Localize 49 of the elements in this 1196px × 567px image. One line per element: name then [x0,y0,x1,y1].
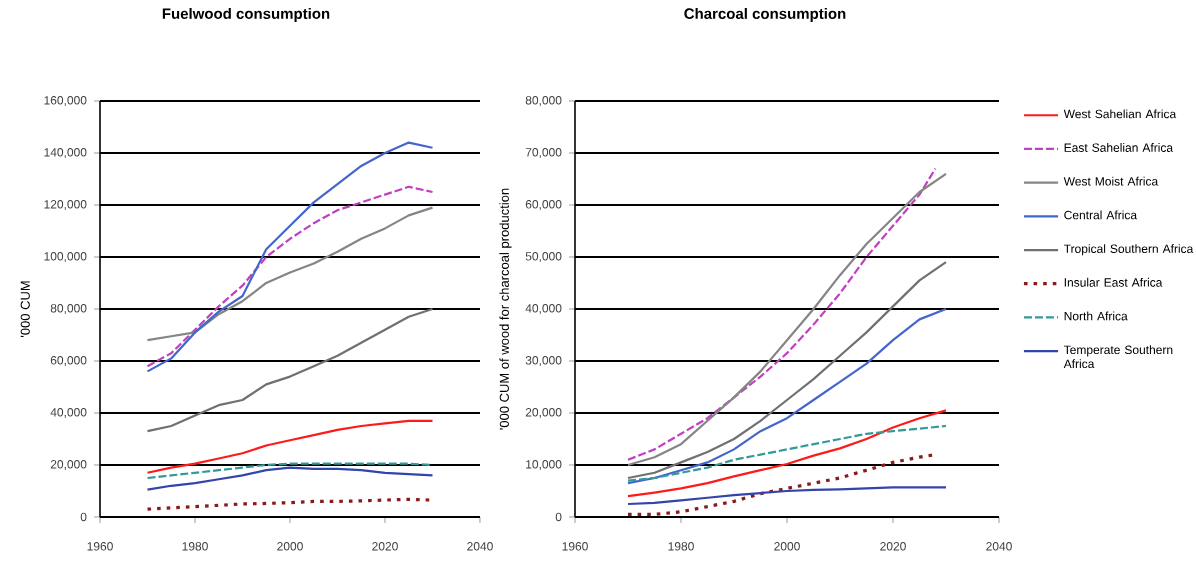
y-tick-label: 0 [555,512,562,522]
y-tick-label: 70,000 [525,148,562,158]
line-series [626,261,948,480]
x-tick-label: 2040 [986,542,1012,551]
y-tick-label: 0 [80,512,87,522]
x-tick-label: 2000 [774,542,800,551]
x-tick-label: 1960 [87,542,113,551]
legend-label: North Africa [1064,311,1128,321]
line-series [146,466,434,491]
line-series [146,419,434,474]
x-tick-label: 1980 [668,542,694,551]
legend-label: West Sahelian Africa [1063,109,1177,119]
x-tick-label: 1960 [562,542,588,551]
x-tick-label: 2040 [467,542,493,551]
y-tick-label: 20,000 [50,460,87,470]
y-axis-title: '000 CUM [20,281,30,338]
line-series [146,141,434,373]
y-tick-label: 80,000 [525,96,562,106]
legend-label: West Moist Africa [1063,176,1159,186]
y-axis-title: '000 CUM of wood for charcoal production [499,188,512,430]
x-tick-label: 2020 [372,542,398,551]
y-tick-label: 40,000 [525,304,562,314]
line-series [146,307,434,433]
y-tick-label: 160,000 [44,96,87,106]
x-tick-label: 2020 [880,542,906,551]
chart-title: Fuelwood consumption [162,7,330,22]
y-tick-label: 10,000 [526,460,562,470]
y-tick-label: 20,000 [525,408,562,418]
legend-label: Temperate Southern Africa [1063,345,1173,369]
legend-label: East Sahelian Africa [1064,143,1174,152]
y-tick-label: 60,000 [525,200,562,210]
y-tick-label: 100,000 [44,252,87,262]
line-series [146,185,434,368]
line-series [626,307,948,485]
y-tick-label: 60,000 [50,356,87,366]
y-tick-label: 30,000 [525,356,562,366]
line-series [146,206,434,342]
y-tick-label: 50,000 [525,252,562,262]
line-series [626,409,948,498]
x-tick-label: 1980 [182,542,208,551]
legend-label: Insular East Africa [1064,277,1163,287]
legend-label: Tropical Southern Africa [1063,244,1194,256]
y-tick-label: 120,000 [44,200,87,210]
legend-label: Central Africa [1064,210,1138,220]
y-tick-label: 140,000 [44,148,87,158]
y-tick-label: 80,000 [50,304,87,314]
x-tick-label: 2000 [277,542,303,551]
y-tick-label: 40,000 [50,408,87,418]
chart-title: Charcoal consumption [684,7,846,22]
